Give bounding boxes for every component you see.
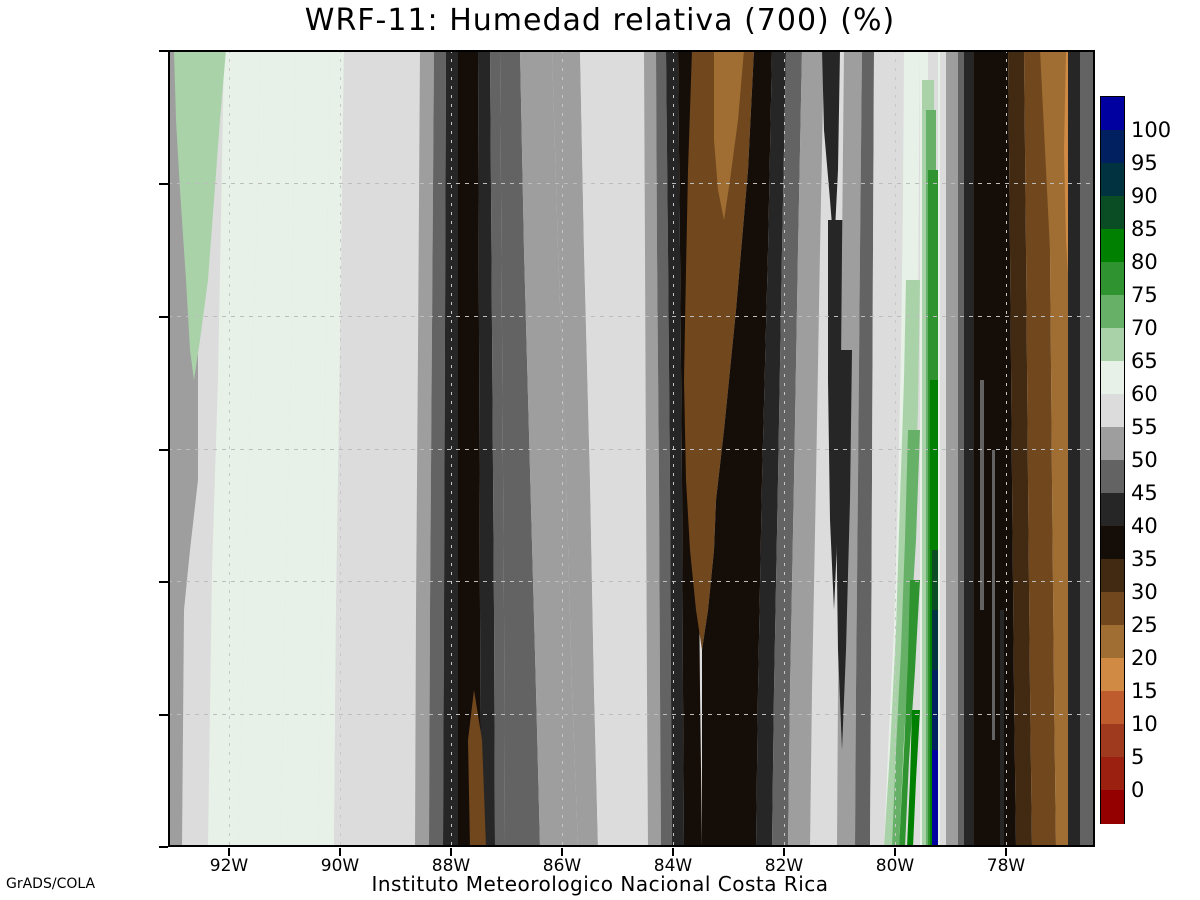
colorbar-band-70: [1101, 295, 1124, 329]
colorbar-label-40: 40: [1131, 514, 1158, 538]
colorbar-band-20: [1101, 625, 1124, 659]
colorbar-label-90: 90: [1131, 184, 1158, 208]
colorbar-band-45: [1101, 460, 1124, 494]
colorbar-label-20: 20: [1131, 646, 1158, 670]
colorbar-label-65: 65: [1131, 349, 1158, 373]
x-axis-label-2: 88W: [431, 856, 471, 876]
x-axis-label-0: 92W: [209, 856, 249, 876]
colorbar-band-80: [1101, 229, 1124, 263]
x-axis-tick: [450, 848, 452, 856]
colorbar-label-75: 75: [1131, 283, 1158, 307]
colorbar-label-0: 0: [1131, 778, 1145, 802]
colorbar-band-5: [1101, 724, 1124, 758]
colorbar-label-70: 70: [1131, 316, 1158, 340]
x-axis-label-6: 80W: [875, 856, 915, 876]
colorbar-label-25: 25: [1131, 613, 1158, 637]
page-title: WRF-11: Humedad relativa (700) (%): [304, 3, 896, 38]
chart-plot-area: [168, 50, 1095, 847]
colorbar-band-21: [1101, 790, 1124, 824]
colorbar-band-75: [1101, 262, 1124, 296]
colorbar-band-15: [1101, 658, 1124, 692]
x-axis-label-5: 82W: [764, 856, 804, 876]
x-axis-label-3: 86W: [542, 856, 582, 876]
footer-caption: Instituto Meteorologico Nacional Costa R…: [371, 872, 829, 896]
colorbar-label-30: 30: [1131, 580, 1158, 604]
colorbar-band-55: [1101, 394, 1124, 428]
y-axis-tick: [159, 182, 168, 185]
colorbar-band-100: [1101, 97, 1124, 131]
colorbar-label-5: 5: [1131, 745, 1145, 769]
colorbar-band-85: [1101, 196, 1124, 230]
x-axis-tick: [672, 848, 674, 856]
x-axis-label-1: 90W: [320, 856, 360, 876]
x-axis-label-7: 78W: [986, 856, 1026, 876]
x-axis-tick: [894, 848, 896, 856]
colorbar-label-85: 85: [1131, 217, 1158, 241]
y-axis-tick: [159, 846, 168, 848]
x-axis-tick: [228, 848, 230, 856]
colorbar-label-45: 45: [1131, 481, 1158, 505]
colorbar-band-40: [1101, 493, 1124, 527]
colorbar-band-25: [1101, 592, 1124, 626]
x-axis-tick: [561, 848, 563, 856]
colorbar-label-95: 95: [1131, 151, 1158, 175]
colorbar-band-30: [1101, 559, 1124, 593]
colorbar-label-35: 35: [1131, 547, 1158, 571]
colorbar-band-0: [1101, 757, 1124, 791]
colorbar-label-10: 10: [1131, 712, 1158, 736]
colorbar-band-65: [1101, 328, 1124, 362]
grads-credit: GrADS/COLA: [6, 876, 96, 892]
x-axis-tick: [1005, 848, 1007, 856]
x-axis-tick: [783, 848, 785, 856]
y-axis-tick: [159, 315, 168, 318]
colorbar-band-60: [1101, 361, 1124, 395]
colorbar-band-90: [1101, 163, 1124, 197]
colorbar-label-60: 60: [1131, 382, 1158, 406]
colorbar-label-100: 100: [1131, 118, 1172, 142]
x-axis-tick: [339, 848, 341, 856]
colorbar-label-15: 15: [1131, 679, 1158, 703]
colorbar-band-95: [1101, 130, 1124, 164]
colorbar-band-35: [1101, 526, 1124, 560]
contour-svg: [168, 50, 1095, 847]
y-axis-tick: [159, 581, 168, 584]
colorbar-label-80: 80: [1131, 250, 1158, 274]
colorbar-label-55: 55: [1131, 415, 1158, 439]
colorbar: 100 95 90 85 80 75 70 65 60 55 50 45 40 35 30 25 20 15 10 5…: [1100, 96, 1171, 824]
colorbar-band-10: [1101, 691, 1124, 725]
colorbar-band-50: [1101, 427, 1124, 461]
contour-field: [168, 50, 1095, 847]
y-axis-tick: [159, 448, 168, 451]
y-axis-tick: [159, 50, 168, 52]
y-axis-tick: [159, 714, 168, 717]
colorbar-label-50: 50: [1131, 448, 1158, 472]
x-axis-label-4: 84W: [653, 856, 693, 876]
